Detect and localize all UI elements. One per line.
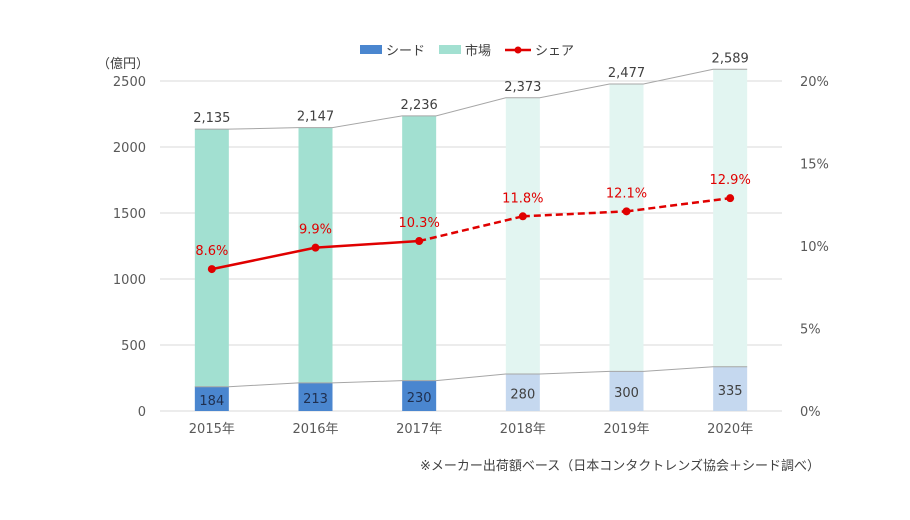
market-value-label: 2,147 bbox=[297, 110, 334, 125]
share-line-forecast bbox=[626, 196, 731, 213]
seed-value-label: 213 bbox=[303, 392, 328, 407]
bar-seed bbox=[402, 380, 437, 411]
y-tick-label: 500 bbox=[121, 339, 146, 354]
x-tick-label: 2020年 bbox=[707, 422, 753, 437]
y-tick-label: 1000 bbox=[113, 273, 146, 288]
market-value-label: 2,477 bbox=[608, 66, 645, 81]
y2-tick-label: 15% bbox=[800, 158, 829, 173]
legend-label-share: シェア bbox=[535, 44, 575, 59]
y-tick-label: 1500 bbox=[113, 207, 146, 222]
share-point bbox=[207, 265, 216, 274]
market-value-label: 2,135 bbox=[193, 111, 230, 126]
y2-tick-label: 5% bbox=[800, 323, 821, 338]
bar-market bbox=[505, 97, 540, 375]
share-value-label: 9.9% bbox=[299, 223, 332, 238]
bar-seed bbox=[194, 386, 229, 411]
seed-value-label: 230 bbox=[407, 391, 432, 406]
share-line-actual bbox=[211, 246, 316, 271]
x-tick-label: 2017年 bbox=[396, 422, 442, 437]
share-point bbox=[311, 243, 320, 252]
share-value-label: 10.3% bbox=[399, 216, 440, 231]
legend-item-share: シェア bbox=[505, 40, 574, 59]
share-point bbox=[415, 237, 424, 246]
bar-market bbox=[194, 129, 229, 387]
x-tick-label: 2016年 bbox=[292, 422, 338, 437]
seed-value-label: 184 bbox=[199, 394, 224, 409]
legend-label-market: 市場 bbox=[465, 44, 492, 59]
legend-swatch-share bbox=[505, 46, 532, 53]
x-tick-label: 2015年 bbox=[189, 422, 235, 437]
legend-item-seed: シード bbox=[360, 40, 425, 59]
bar-seed bbox=[609, 371, 644, 411]
connector-seed bbox=[194, 366, 748, 388]
y2-tick-label: 0% bbox=[800, 405, 821, 420]
bar-market bbox=[298, 127, 333, 383]
share-point bbox=[518, 212, 527, 221]
y2-tick-label: 20% bbox=[800, 75, 829, 90]
share-line-forecast bbox=[522, 210, 627, 218]
share-value-label: 8.6% bbox=[195, 244, 228, 259]
y2-tick-label: 10% bbox=[800, 240, 829, 255]
legend-item-market: 市場 bbox=[439, 40, 491, 59]
seed-value-label: 280 bbox=[510, 388, 535, 403]
y-axis-unit-label: （億円） bbox=[97, 57, 150, 72]
legend-label-seed: シード bbox=[386, 44, 426, 59]
bar-seed bbox=[505, 374, 540, 411]
bar-market bbox=[402, 115, 437, 381]
bar-market bbox=[609, 84, 644, 372]
bar-seed bbox=[298, 382, 333, 411]
bar-market bbox=[713, 69, 748, 367]
connector-market bbox=[194, 68, 748, 130]
x-tick-label: 2019年 bbox=[603, 422, 649, 437]
seed-value-label: 300 bbox=[614, 386, 639, 401]
share-value-label: 12.9% bbox=[710, 173, 751, 188]
share-value-label: 12.1% bbox=[606, 186, 647, 201]
market-value-label: 2,236 bbox=[401, 98, 438, 113]
y-tick-label: 0 bbox=[138, 405, 146, 420]
share-value-label: 11.8% bbox=[502, 191, 543, 206]
y-tick-label: 2000 bbox=[113, 141, 146, 156]
x-tick-label: 2018年 bbox=[500, 422, 546, 437]
share-point bbox=[726, 194, 735, 203]
y-tick-label: 2500 bbox=[113, 75, 146, 90]
legend-swatch-seed bbox=[360, 45, 382, 54]
seed-value-label: 335 bbox=[718, 384, 743, 399]
market-value-label: 2,589 bbox=[712, 51, 749, 66]
share-point bbox=[622, 207, 631, 216]
share-line-actual bbox=[315, 239, 420, 249]
market-value-label: 2,373 bbox=[504, 80, 541, 95]
source-footnote: ※メーカー出荷額ベース（日本コンタクトレンズ協会＋シード調べ） bbox=[420, 459, 820, 474]
chart-legend: シード 市場 シェア bbox=[360, 40, 574, 59]
legend-swatch-market bbox=[439, 45, 462, 54]
bar-seed bbox=[713, 366, 748, 411]
share-line-forecast bbox=[418, 215, 524, 243]
